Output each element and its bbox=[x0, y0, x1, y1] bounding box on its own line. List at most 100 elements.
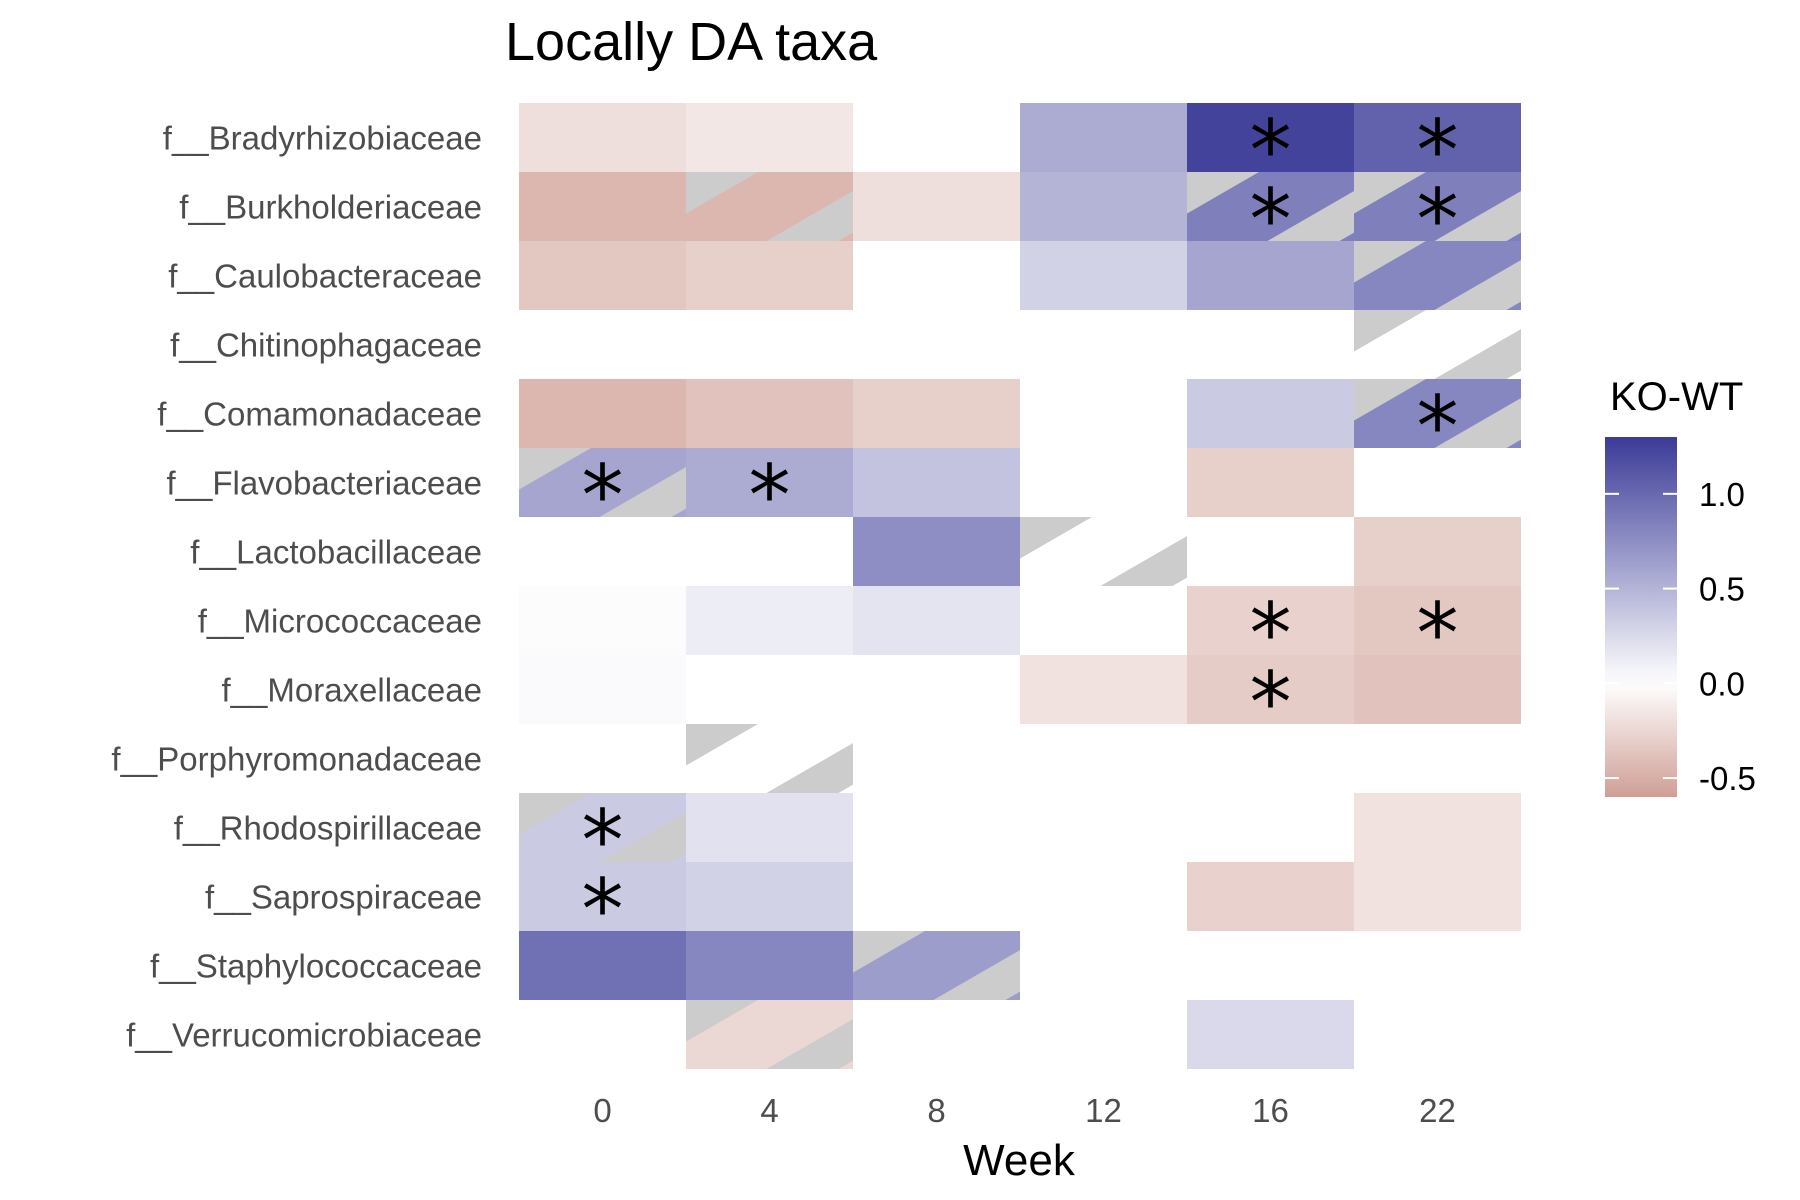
heatmap-cell bbox=[1020, 172, 1187, 241]
heatmap-cell bbox=[853, 931, 1020, 1000]
heatmap-cell-fill bbox=[853, 448, 1020, 517]
legend: KO-WT 1.0 0.5 0.0 -0.5 bbox=[1605, 375, 1756, 797]
heatmap-cell-fill bbox=[1187, 655, 1354, 724]
x-tick-label: 4 bbox=[760, 1092, 778, 1129]
heatmap-cell bbox=[1354, 793, 1521, 862]
heatmap-cell-fill bbox=[1354, 517, 1521, 586]
heatmap-cell bbox=[1187, 172, 1354, 241]
significance-mark: * bbox=[1250, 585, 1292, 683]
heatmap-cell bbox=[519, 862, 686, 931]
heatmap-cell bbox=[1020, 103, 1187, 172]
heatmap-cell-fill bbox=[686, 448, 853, 517]
heatmap-cell bbox=[519, 103, 686, 172]
significance-mark: * bbox=[1250, 171, 1292, 269]
hatch-overlay bbox=[1354, 310, 1521, 379]
heatmap-cell-fill bbox=[686, 793, 853, 862]
significance-mark: * bbox=[1250, 654, 1292, 752]
heatmap-cell bbox=[1020, 517, 1187, 586]
legend-title: KO-WT bbox=[1610, 375, 1743, 419]
row-label: f__Verrucomicrobiaceae bbox=[126, 1017, 482, 1054]
heatmap-cell-fill bbox=[519, 172, 686, 241]
row-label: f__Chitinophagaceae bbox=[170, 327, 482, 364]
x-tick-label: 12 bbox=[1085, 1092, 1122, 1129]
heatmap-cells bbox=[519, 103, 1521, 1069]
row-label: f__Rhodospirillaceae bbox=[174, 810, 482, 847]
heatmap-cell bbox=[686, 793, 853, 862]
hatch-overlay bbox=[686, 724, 853, 793]
row-label: f__Staphylococcaceae bbox=[150, 948, 482, 985]
heatmap-cell bbox=[1187, 1000, 1354, 1069]
heatmap-cell bbox=[519, 793, 686, 862]
heatmap-cell-fill bbox=[1354, 862, 1521, 931]
heatmap-cell bbox=[853, 379, 1020, 448]
hatch-overlay bbox=[1354, 241, 1521, 310]
heatmap-cell bbox=[519, 448, 686, 517]
heatmap-cell bbox=[686, 931, 853, 1000]
heatmap-cell-fill bbox=[1187, 862, 1354, 931]
significance-mark: * bbox=[582, 792, 624, 890]
heatmap-cell bbox=[1187, 655, 1354, 724]
significance-mark: * bbox=[582, 861, 624, 959]
heatmap-cell-fill bbox=[519, 862, 686, 931]
heatmap-cell bbox=[1354, 655, 1521, 724]
heatmap-cell-fill bbox=[1020, 241, 1187, 310]
heatmap-cell-fill bbox=[1020, 172, 1187, 241]
significance-mark: * bbox=[1250, 102, 1292, 200]
heatmap-cell bbox=[1187, 241, 1354, 310]
heatmap-cell-fill bbox=[1354, 586, 1521, 655]
hatch-overlay bbox=[519, 448, 686, 517]
heatmap-cell bbox=[1187, 103, 1354, 172]
heatmap-cell bbox=[1020, 241, 1187, 310]
heatmap-cell bbox=[686, 379, 853, 448]
heatmap-cell bbox=[1187, 862, 1354, 931]
heatmap-cell-fill bbox=[519, 655, 686, 724]
heatmap-cell bbox=[686, 103, 853, 172]
row-label: f__Lactobacillaceae bbox=[190, 534, 482, 571]
significance-marks: * ** *** ** **** bbox=[582, 102, 1459, 959]
heatmap-cell-fill bbox=[519, 103, 686, 172]
hatch-overlay bbox=[1354, 172, 1521, 241]
heatmap-cell-fill bbox=[1187, 379, 1354, 448]
x-axis-title: Week bbox=[963, 1136, 1076, 1185]
heatmap-cell bbox=[1354, 172, 1521, 241]
heatmap-cell-fill bbox=[519, 586, 686, 655]
heatmap-cell-fill bbox=[1020, 655, 1187, 724]
row-labels: f__Bradyrhizobiaceae f__Burkholderiaceaef… bbox=[111, 120, 482, 1054]
heatmap-cell bbox=[686, 448, 853, 517]
heatmap-cell bbox=[853, 172, 1020, 241]
heatmap-cell bbox=[686, 724, 853, 793]
heatmap-cell bbox=[1020, 655, 1187, 724]
heatmap-cell-fill bbox=[1187, 448, 1354, 517]
row-label: f__Moraxellaceae bbox=[222, 672, 483, 709]
heatmap-cell bbox=[519, 931, 686, 1000]
heatmap-cell-fill bbox=[519, 241, 686, 310]
heatmap-cell bbox=[686, 241, 853, 310]
significance-mark: * bbox=[1417, 585, 1459, 683]
heatmap-cell bbox=[686, 1000, 853, 1069]
row-label: f__Saprospiraceae bbox=[205, 879, 482, 916]
chart-title: Locally DA taxa bbox=[505, 12, 878, 72]
row-label: f__Porphyromonadaceae bbox=[111, 741, 482, 778]
x-tick-label: 16 bbox=[1252, 1092, 1289, 1129]
heatmap-cell bbox=[1354, 517, 1521, 586]
heatmap-cell bbox=[686, 586, 853, 655]
legend-tick-label: 0.0 bbox=[1699, 665, 1745, 702]
x-tick-label: 0 bbox=[593, 1092, 611, 1129]
x-axis-ticks: 0 4 8 12 16 22 bbox=[593, 1092, 1456, 1129]
hatch-overlay bbox=[686, 1000, 853, 1069]
row-label: f__Flavobacteriaceae bbox=[166, 465, 482, 502]
heatmap-cell-fill bbox=[1187, 241, 1354, 310]
heatmap-cell bbox=[1354, 103, 1521, 172]
hatch-overlay bbox=[1354, 379, 1521, 448]
heatmap-cell-fill bbox=[853, 172, 1020, 241]
x-tick-label: 8 bbox=[927, 1092, 945, 1129]
heatmap-cell bbox=[519, 172, 686, 241]
heatmap-cell-fill bbox=[1020, 103, 1187, 172]
row-label: f__Caulobacteraceae bbox=[168, 258, 482, 295]
significance-mark: * bbox=[1417, 171, 1459, 269]
row-label: f__Bradyrhizobiaceae bbox=[163, 120, 482, 157]
heatmap-cell bbox=[1354, 310, 1521, 379]
heatmap-cell bbox=[1187, 448, 1354, 517]
legend-colorbar bbox=[1605, 437, 1677, 797]
